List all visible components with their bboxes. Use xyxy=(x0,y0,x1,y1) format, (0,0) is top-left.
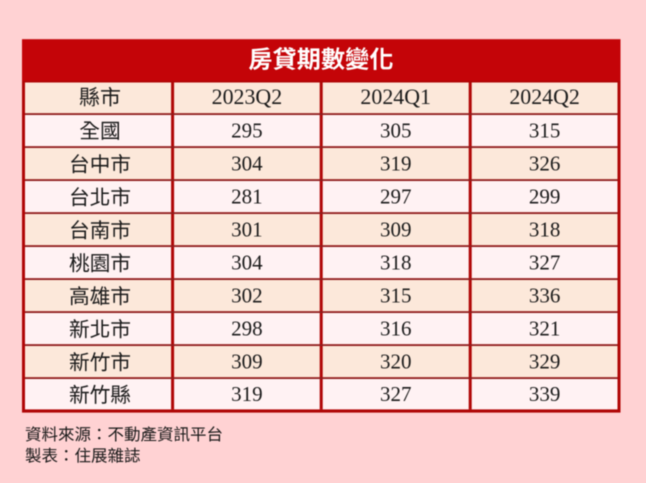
svg-text:301: 301 xyxy=(231,218,263,242)
svg-text:309: 309 xyxy=(380,218,412,242)
svg-text:319: 319 xyxy=(380,152,412,176)
svg-text:315: 315 xyxy=(529,119,561,143)
svg-text:316: 316 xyxy=(380,317,412,341)
svg-text:319: 319 xyxy=(231,382,263,406)
svg-text:298: 298 xyxy=(231,317,263,341)
svg-text:309: 309 xyxy=(231,350,263,374)
svg-text:2024Q2: 2024Q2 xyxy=(509,84,580,109)
svg-text:281: 281 xyxy=(231,185,263,209)
svg-text:304: 304 xyxy=(231,152,263,176)
svg-text:320: 320 xyxy=(380,350,412,374)
svg-text:321: 321 xyxy=(529,317,561,341)
svg-text:327: 327 xyxy=(380,382,412,406)
svg-text:2023Q2: 2023Q2 xyxy=(212,84,283,109)
svg-text:318: 318 xyxy=(380,251,412,275)
svg-text:329: 329 xyxy=(529,350,561,374)
svg-text:326: 326 xyxy=(529,152,561,176)
svg-text:318: 318 xyxy=(529,218,561,242)
svg-text:315: 315 xyxy=(380,284,412,308)
svg-text:295: 295 xyxy=(231,119,263,143)
svg-text:297: 297 xyxy=(380,185,412,209)
svg-text:339: 339 xyxy=(529,382,561,406)
svg-text:304: 304 xyxy=(231,251,263,275)
svg-text:327: 327 xyxy=(529,251,561,275)
svg-text:336: 336 xyxy=(529,284,561,308)
svg-text:2024Q1: 2024Q1 xyxy=(360,84,431,109)
svg-text:305: 305 xyxy=(380,119,412,143)
svg-text:299: 299 xyxy=(529,185,561,209)
svg-text:302: 302 xyxy=(231,284,263,308)
